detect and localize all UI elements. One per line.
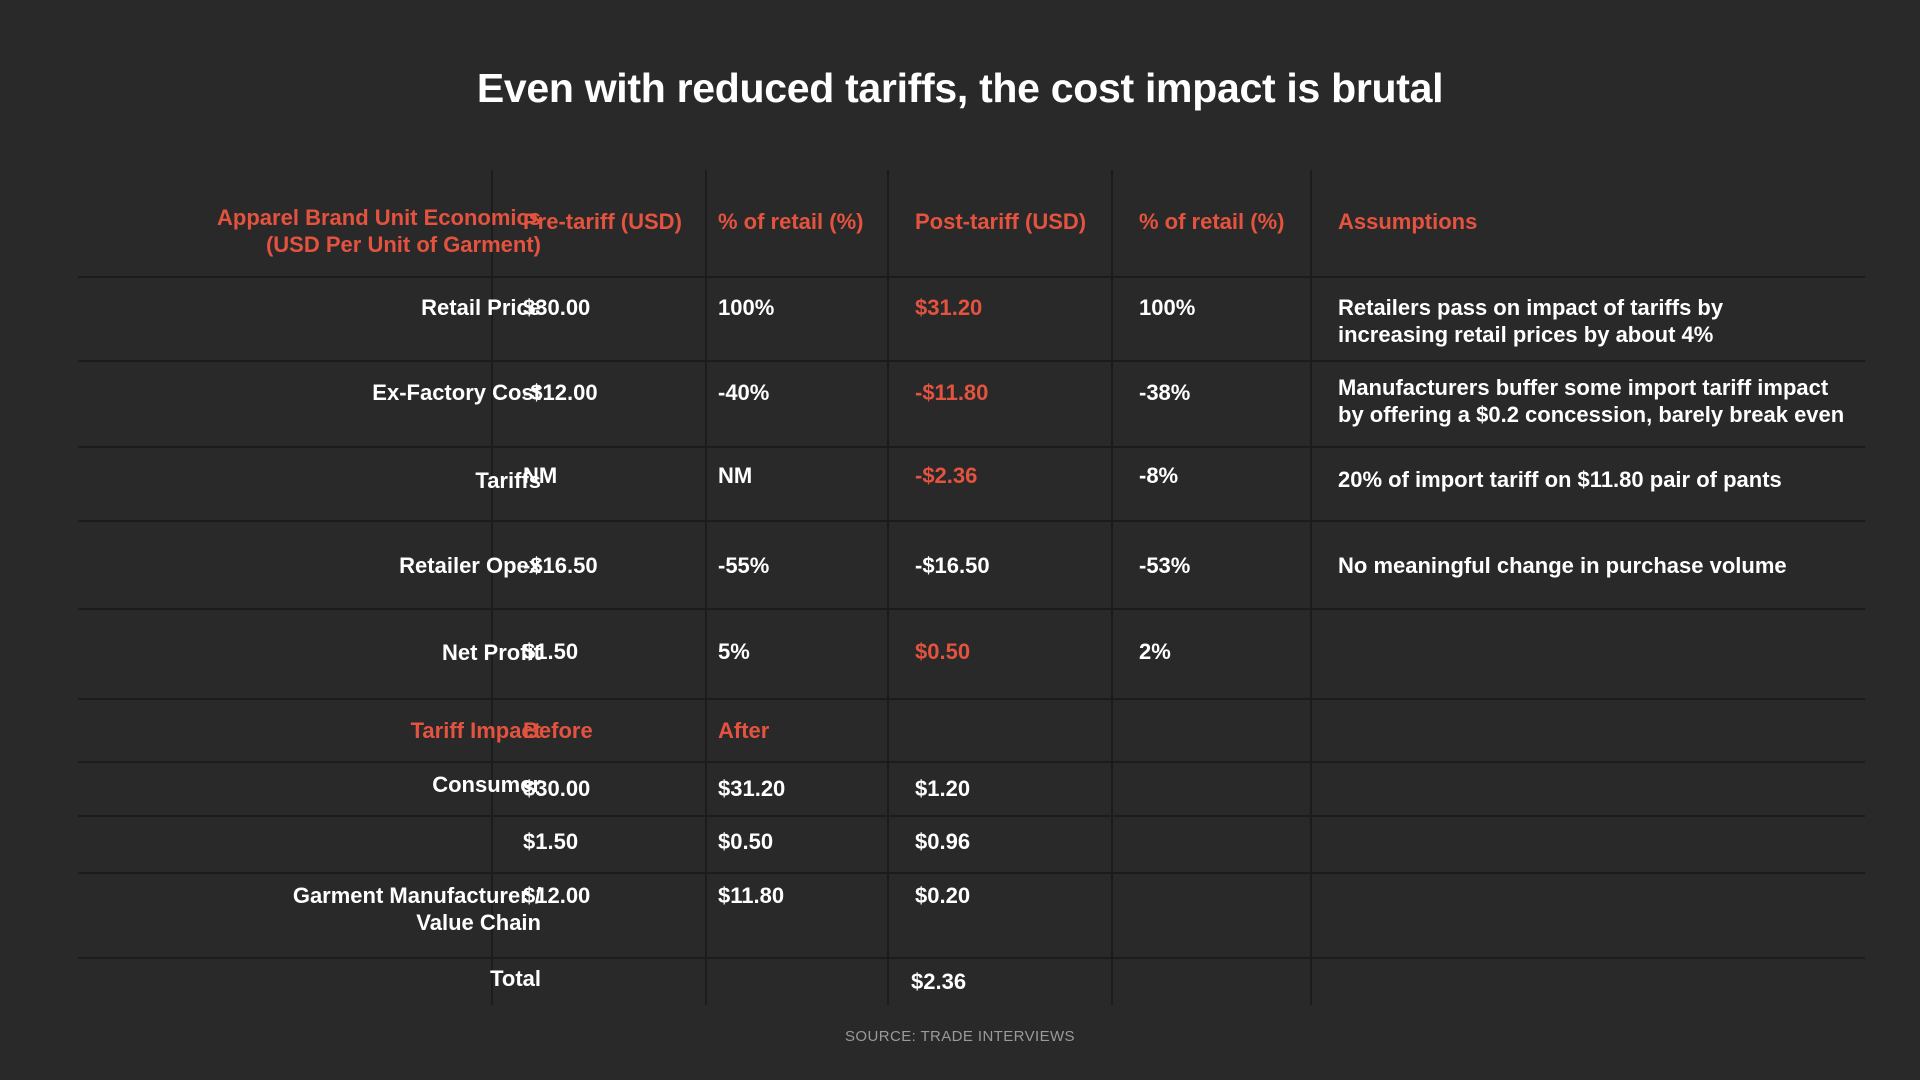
header-pct-retail-pre: % of retail (%) — [718, 209, 864, 234]
retailer-delta: $0.96 — [915, 829, 971, 854]
row-divider — [78, 446, 1865, 448]
row-divider — [78, 360, 1865, 362]
retail-price-post: $31.20 — [915, 295, 983, 320]
impact-header-before: Before — [523, 718, 593, 743]
row-divider — [78, 872, 1865, 874]
column-divider — [705, 170, 707, 1005]
assumption-line: by offering a $0.2 concession, barely br… — [1338, 402, 1845, 427]
retail-price-pre: $30.00 — [523, 295, 591, 320]
manufacturer-after: $11.80 — [718, 883, 785, 908]
opex-assumption: No meaningful change in purchase volume — [1338, 553, 1787, 578]
row-divider — [78, 276, 1865, 278]
retailer-after: $0.50 — [718, 829, 774, 854]
opex-post-pct: -53% — [1139, 553, 1191, 578]
row-label-retailer-opex: Retailer Opex — [399, 553, 541, 578]
column-divider — [1310, 170, 1312, 1005]
row-label-tariffs: Tariffs — [475, 468, 541, 493]
header-label-cell: Apparel Brand Unit Economics (USD Per Un… — [217, 204, 541, 258]
ex-factory-pre-pct: -40% — [718, 380, 770, 405]
tariffs-pre-pct: NM — [718, 463, 753, 488]
ex-factory-post-pct: -38% — [1139, 380, 1191, 405]
manufacturer-label-line1: Garment Manufacturer / — [292, 883, 541, 908]
opex-pre-pct: -55% — [718, 553, 770, 578]
tariffs-post: -$2.36 — [915, 463, 978, 488]
row-divider — [78, 698, 1865, 700]
assumption-line: increasing retail prices by about 4% — [1338, 322, 1714, 347]
row-divider — [78, 815, 1865, 817]
row-divider — [78, 608, 1865, 610]
row-divider — [78, 520, 1865, 522]
unit-economics-table: Apparel Brand Unit Economics (USD Per Un… — [78, 170, 1865, 1005]
opex-pre: -$16.50 — [523, 553, 598, 578]
assumption-line: Manufacturers buffer some import tariff … — [1338, 375, 1829, 400]
column-divider — [887, 170, 889, 1005]
manufacturer-delta: $0.20 — [915, 883, 971, 908]
impact-header-after: After — [718, 718, 770, 743]
net-profit-post-pct: 2% — [1139, 639, 1171, 664]
header-pre-tariff: Pre-tariff (USD) — [523, 209, 682, 234]
ex-factory-pre: -$12.00 — [523, 380, 598, 405]
net-profit-post: $0.50 — [915, 639, 971, 664]
net-profit-pre: $1.50 — [523, 639, 579, 664]
ex-factory-post: -$11.80 — [915, 380, 989, 405]
retail-price-pre-pct: 100% — [718, 295, 775, 320]
header-post-tariff: Post-tariff (USD) — [915, 209, 1087, 234]
row-label-net-profit: Net Profit — [442, 640, 541, 665]
retail-price-assumption: Retailers pass on impact of tariffs by i… — [1338, 294, 1723, 348]
header-assumptions: Assumptions — [1338, 209, 1478, 234]
source-note: SOURCE: TRADE INTERVIEWS — [845, 1028, 1075, 1045]
ex-factory-assumption: Manufacturers buffer some import tariff … — [1338, 374, 1844, 428]
total-label: Total — [490, 966, 541, 991]
row-label-ex-factory-cost: Ex-Factory Cost — [372, 380, 541, 405]
header-label-line1: Apparel Brand Unit Economics — [217, 205, 541, 230]
consumer-after: $31.20 — [718, 776, 786, 801]
opex-post: -$16.50 — [915, 553, 990, 578]
row-divider — [78, 761, 1865, 763]
impact-row-label-consumer: Consumer — [432, 772, 541, 797]
page-title: Even with reduced tariffs, the cost impa… — [476, 65, 1444, 111]
manufacturer-label-line2: Value Chain — [416, 910, 541, 935]
total-value: $2.36 — [911, 969, 967, 994]
tariffs-post-pct: -8% — [1139, 463, 1179, 488]
row-divider — [78, 957, 1865, 959]
row-label-retail-price: Retail Price — [421, 295, 541, 320]
retailer-before: $1.50 — [523, 829, 579, 854]
header-label-line2: (USD Per Unit of Garment) — [265, 232, 541, 257]
impact-header-label: Tariff Impact — [410, 718, 541, 743]
tariffs-assumption: 20% of import tariff on $11.80 pair of p… — [1338, 467, 1782, 492]
impact-row-label-manufacturer: Garment Manufacturer / Value Chain — [293, 882, 541, 936]
tariffs-pre: NM — [523, 463, 558, 488]
column-divider — [491, 170, 493, 1005]
column-divider — [1111, 170, 1113, 1005]
header-pct-retail-post: % of retail (%) — [1139, 209, 1285, 234]
manufacturer-before: $12.00 — [523, 883, 591, 908]
assumption-line: Retailers pass on impact of tariffs by — [1338, 295, 1724, 320]
consumer-delta: $1.20 — [915, 776, 971, 801]
net-profit-pre-pct: 5% — [718, 639, 750, 664]
consumer-before: $30.00 — [523, 776, 591, 801]
retail-price-post-pct: 100% — [1139, 295, 1196, 320]
